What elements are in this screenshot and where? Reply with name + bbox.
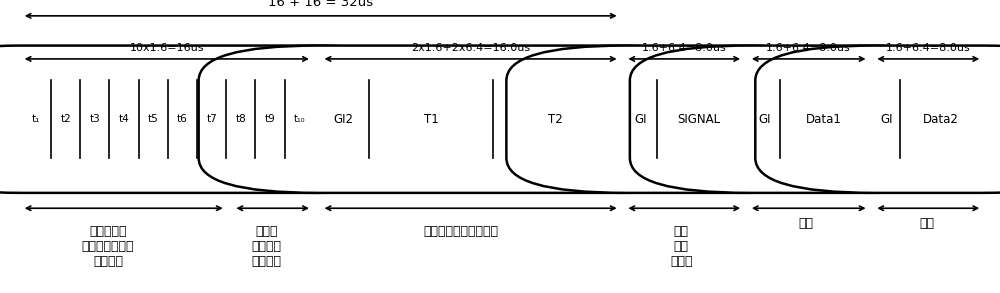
FancyBboxPatch shape [0,46,433,193]
FancyBboxPatch shape [506,46,860,193]
Text: t2: t2 [60,114,71,124]
Text: GI2: GI2 [333,113,353,126]
Text: t6: t6 [177,114,188,124]
Text: t₁: t₁ [32,114,41,124]
Text: 数据: 数据 [798,217,813,230]
FancyBboxPatch shape [630,46,986,193]
Text: 信道和细频率偏移估计: 信道和细频率偏移估计 [423,226,498,239]
Text: Data2: Data2 [923,113,959,126]
FancyBboxPatch shape [199,46,737,193]
Text: T1: T1 [424,113,438,126]
Text: 1.6+6.4=8.0us: 1.6+6.4=8.0us [642,42,727,53]
Text: 1.6+6.4=8.0us: 1.6+6.4=8.0us [766,42,851,53]
Text: GI: GI [635,113,647,126]
FancyBboxPatch shape [755,46,1000,193]
Text: 数据: 数据 [920,217,935,230]
Text: GI: GI [881,113,893,126]
Text: t5: t5 [148,114,159,124]
Text: SIGNAL: SIGNAL [677,113,721,126]
Text: t7: t7 [206,114,217,124]
Text: T2: T2 [548,113,563,126]
Text: 1.6+6.4=8.0us: 1.6+6.4=8.0us [886,42,971,53]
Text: t4: t4 [119,114,129,124]
Text: 10x1.6=16us: 10x1.6=16us [130,42,204,53]
Text: GI: GI [758,113,771,126]
Text: t9: t9 [265,114,275,124]
Text: 速率
长度
等参数: 速率 长度 等参数 [670,226,693,268]
Text: t3: t3 [89,114,100,124]
Text: 信号检测，
自动增益控制，
天线分集: 信号检测， 自动增益控制， 天线分集 [82,226,134,268]
Text: 粗频率
偏移估计
定时同步: 粗频率 偏移估计 定时同步 [252,226,282,268]
Text: Data1: Data1 [805,113,841,126]
Text: t8: t8 [235,114,246,124]
Text: t₁₀: t₁₀ [293,114,305,124]
Text: 16 + 16 = 32us: 16 + 16 = 32us [268,0,373,9]
Text: 2x1.6+2x6.4=16.0us: 2x1.6+2x6.4=16.0us [411,42,530,53]
